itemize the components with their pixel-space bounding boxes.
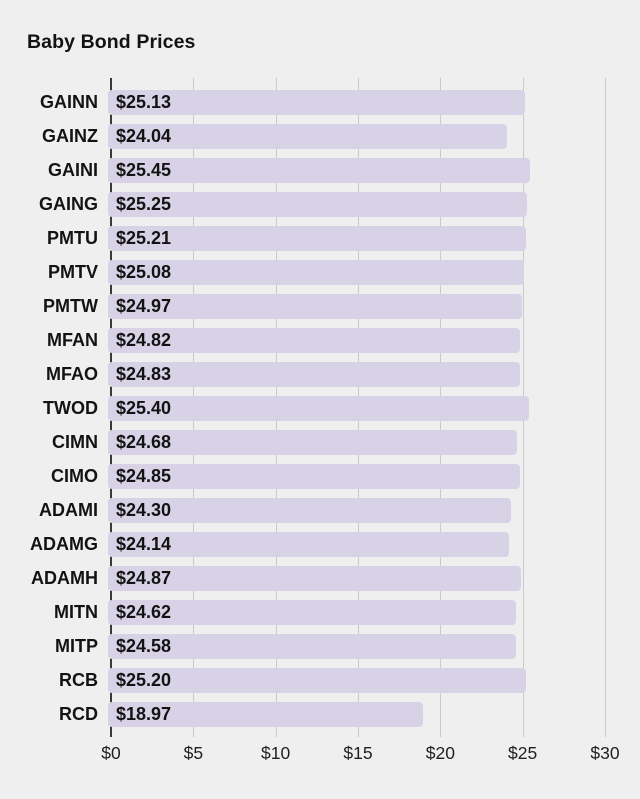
bar-value-label: $24.68	[116, 432, 172, 452]
bar: $24.85	[108, 464, 521, 489]
x-tick-label: $25	[508, 743, 538, 763]
category-label: ADAMH	[31, 568, 98, 588]
category-label: RCD	[59, 704, 98, 724]
category-label: GAINZ	[42, 126, 98, 146]
x-tick-label: $30	[590, 743, 620, 763]
x-tick-label: $10	[261, 743, 291, 763]
category-label: MITN	[54, 602, 98, 622]
bar-row: $25.13	[108, 90, 640, 124]
bar: $24.30	[108, 498, 512, 523]
bar: $24.04	[108, 124, 507, 149]
category-labels: GAINN GAINZ GAINI GAING PMTU PMTV PMTW MFAN MFAO…	[0, 90, 98, 736]
category-label: CIMN	[52, 432, 98, 452]
bar: $24.14	[108, 532, 509, 557]
plot-area: $25.13 $24.04 $25.45 $25.25 $25.21 $25.08 $24.…	[108, 78, 606, 737]
bar-row: $24.04	[108, 124, 640, 158]
category-label: MFAN	[47, 330, 98, 350]
category-label: MFAO	[46, 364, 98, 384]
bar-row: $24.58	[108, 634, 640, 668]
bar: $24.82	[108, 328, 520, 353]
bar-value-label: $25.40	[116, 398, 172, 418]
bar: $25.20	[108, 668, 526, 693]
bar-value-label: $24.85	[116, 466, 172, 486]
x-tick-label: $5	[183, 743, 204, 763]
bar-row: $25.08	[108, 260, 640, 294]
bar-row: $24.87	[108, 566, 640, 600]
bar-value-label: $24.97	[116, 296, 172, 316]
bar-value-label: $18.97	[116, 704, 172, 724]
x-tick-label: $15	[343, 743, 373, 763]
bar: $24.87	[108, 566, 521, 591]
bar-row: $25.40	[108, 396, 640, 430]
category-label: GAING	[38, 194, 98, 214]
bar-row: $24.30	[108, 498, 640, 532]
bar-value-label: $25.13	[116, 92, 172, 112]
bar: $24.97	[108, 294, 523, 319]
bar-value-label: $25.21	[116, 228, 172, 248]
bar: $25.25	[108, 192, 527, 217]
bar-value-label: $24.58	[116, 636, 172, 656]
bar-value-label: $24.83	[116, 364, 172, 384]
bar-value-label: $25.20	[116, 670, 172, 690]
x-tick-label: $0	[101, 743, 121, 763]
bar-value-label: $24.14	[116, 534, 172, 554]
bar-row: $24.83	[108, 362, 640, 396]
bar: $25.40	[108, 396, 530, 421]
bar-row: $24.82	[108, 328, 640, 362]
chart-title: Baby Bond Prices	[27, 31, 196, 53]
x-axis: $0 $5 $10 $15 $20 $25 $30	[101, 742, 619, 766]
bar: $25.08	[108, 260, 524, 285]
bar-row: $24.85	[108, 464, 640, 498]
bar-value-label: $25.25	[116, 194, 172, 214]
bar-row: $25.45	[108, 158, 640, 192]
bar: $24.62	[108, 600, 517, 625]
bar: $24.83	[108, 362, 520, 387]
bar-row: $24.14	[108, 532, 640, 566]
bar-value-label: $24.04	[116, 126, 172, 146]
bar-value-label: $25.08	[116, 262, 172, 282]
bar-row: $25.25	[108, 192, 640, 226]
bar: $24.68	[108, 430, 518, 455]
category-label: TWOD	[43, 398, 98, 418]
category-label: PMTW	[43, 296, 98, 316]
category-label: ADAMI	[39, 500, 98, 520]
bar-value-label: $24.62	[116, 602, 172, 622]
bar-row: $24.62	[108, 600, 640, 634]
bar-rows: $25.13 $24.04 $25.45 $25.25 $25.21 $25.08 $24.…	[108, 90, 640, 736]
bar-row: $25.20	[108, 668, 640, 702]
bar: $24.58	[108, 634, 516, 659]
x-tick-label: $20	[425, 743, 455, 763]
bar: $25.45	[108, 158, 531, 183]
category-label: ADAMG	[30, 534, 98, 554]
category-label: CIMO	[51, 466, 98, 486]
bar: $25.13	[108, 90, 525, 115]
bar-value-label: $24.30	[116, 500, 172, 520]
bar-row: $24.97	[108, 294, 640, 328]
bar-value-label: $25.45	[116, 160, 172, 180]
gridline	[605, 78, 606, 737]
category-label: PMTV	[47, 262, 98, 282]
category-label: GAINN	[40, 92, 98, 112]
category-label: GAINI	[47, 160, 98, 180]
bar-row: $24.68	[108, 430, 640, 464]
category-label: RCB	[59, 670, 98, 690]
bar: $18.97	[108, 702, 424, 727]
bar-value-label: $24.82	[116, 330, 172, 350]
bar-value-label: $24.87	[116, 568, 172, 588]
category-label: PMTU	[47, 228, 98, 248]
bar-row: $25.21	[108, 226, 640, 260]
bar: $25.21	[108, 226, 527, 251]
category-label: MITP	[55, 636, 98, 656]
bar-row: $18.97	[108, 702, 640, 736]
